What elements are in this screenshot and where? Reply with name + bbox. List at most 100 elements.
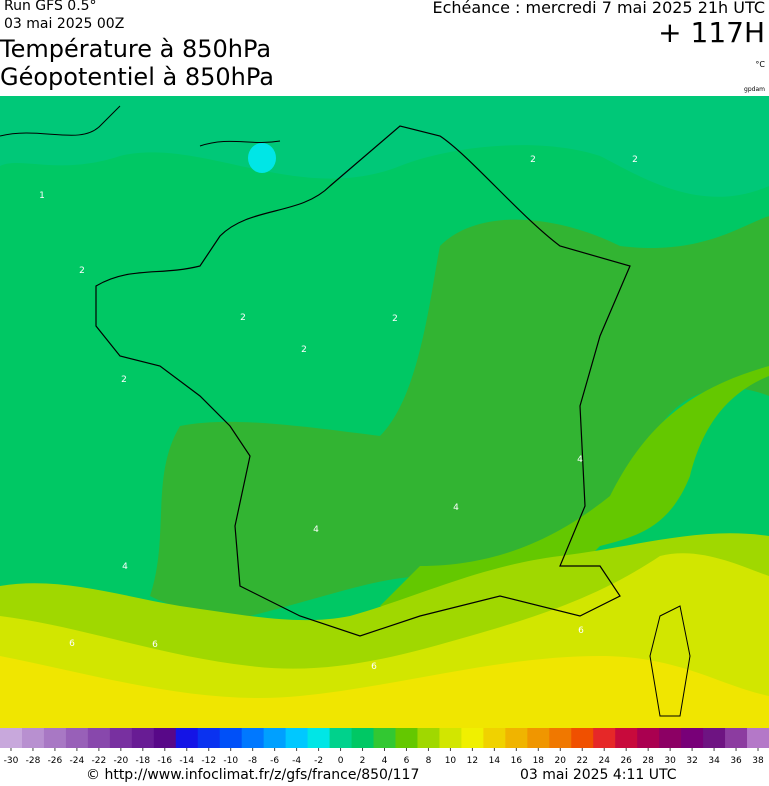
contour-label: 2 (121, 375, 127, 385)
scale-cell (153, 728, 177, 748)
unit: °C (755, 60, 765, 69)
issue-date: 03 mai 2025 4:11 UTC (520, 767, 677, 783)
field (0, 96, 769, 197)
scale-cell (351, 728, 375, 748)
scale-label: 36 (730, 756, 742, 766)
scale-cell (263, 728, 287, 748)
scale-cell (395, 728, 418, 748)
scale-cell (307, 728, 331, 748)
contour-label: 4 (313, 525, 319, 535)
scale-label: 32 (686, 756, 697, 766)
scale-label: 18 (533, 756, 545, 766)
contour-label: 4 (122, 562, 128, 572)
scale-label: -16 (157, 756, 172, 766)
scale-cell (725, 728, 748, 748)
scale-cell (571, 728, 594, 748)
color-scale: -30 -28 -26 -24 -22 -20 -18 -16 -14 -12 -10 -8 -6 -4-… (0, 728, 769, 766)
contour-label: 6 (578, 626, 584, 636)
scale-label: -26 (48, 756, 63, 766)
scale-label: -18 (135, 756, 150, 766)
scale-cell (219, 728, 243, 748)
scale-cell (197, 728, 221, 748)
scale-cell (0, 728, 23, 748)
scale-label: 6 (404, 756, 410, 766)
scale-label: 10 (445, 756, 457, 766)
scale-cell (87, 728, 111, 748)
scale-label: 26 (620, 756, 632, 766)
title: Température à 850hPa (0, 35, 272, 63)
coastline (95, 125, 631, 637)
scale-label: 28 (642, 756, 654, 766)
contour-label: 4 (577, 455, 583, 465)
scale-cell (373, 728, 396, 748)
contour-label: 1 (39, 191, 45, 201)
scale-cell (483, 728, 506, 748)
scale-label: 0 (338, 756, 344, 766)
source-url[interactable]: © http://www.infoclimat.fr/z/gfs/france/… (86, 767, 420, 783)
scale-label: -8 (248, 756, 257, 766)
scale-label: 4 (382, 756, 388, 766)
scale-cell (65, 728, 89, 748)
field (150, 216, 769, 616)
contour-label: 4 (453, 503, 459, 513)
scale-label: -22 (92, 756, 107, 766)
scale-cell (703, 728, 726, 748)
scale-cell (439, 728, 462, 748)
scale-cell (505, 728, 528, 748)
scale-label: -30 (4, 756, 19, 766)
coastline (649, 605, 691, 717)
field (380, 366, 769, 611)
scale-cell (747, 728, 769, 748)
scale-label: -10 (223, 756, 238, 766)
scale-label: 14 (489, 756, 501, 766)
scale-label: 30 (664, 756, 676, 766)
scale-cell (461, 728, 484, 748)
scale-cell (109, 728, 133, 748)
contour-label: 2 (530, 155, 536, 165)
contour-label: 2 (79, 266, 85, 276)
contour-label: 6 (152, 640, 158, 650)
scale-label: -2 (314, 756, 323, 766)
scale-label: 34 (708, 756, 720, 766)
scale-label: -24 (70, 756, 85, 766)
field (248, 143, 276, 173)
scale-cell (43, 728, 67, 748)
credit: gpdam (744, 86, 765, 93)
scale-cell (131, 728, 155, 748)
contour-label: 2 (392, 314, 398, 324)
scale-label: -4 (292, 756, 301, 766)
scale-cell (285, 728, 309, 748)
scale-label: 38 (752, 756, 764, 766)
scale-label: -20 (113, 756, 128, 766)
valid-time: Echéance : mercredi 7 mai 2025 21h UTC (432, 0, 765, 17)
scale-cell (637, 728, 660, 748)
contour-label: 2 (632, 155, 638, 165)
run: Run GFS 0.5° (4, 0, 97, 14)
scale-cell (593, 728, 616, 748)
scale-label: -28 (26, 756, 41, 766)
contour-label: 6 (69, 639, 75, 649)
map: 1 2 2 2 2 2 2 2 4 4 4 4 6 6 6 6 (0, 96, 769, 728)
scale-cell (681, 728, 704, 748)
contour-label: 6 (371, 662, 377, 672)
scale-cell (549, 728, 572, 748)
scale-cell (175, 728, 199, 748)
scale-cell (21, 728, 45, 748)
scale-cell (241, 728, 265, 748)
scale-cell (659, 728, 682, 748)
lead-time: + 117H (658, 16, 765, 49)
contour-label: 2 (240, 313, 246, 323)
title: Géopotentiel à 850hPa (0, 63, 274, 91)
scale-label: 16 (511, 756, 523, 766)
scale-cell (329, 728, 353, 748)
coastline (0, 105, 281, 147)
scale-label: 20 (555, 756, 567, 766)
run-date: 03 mai 2025 00Z (4, 16, 125, 32)
scale-cell (417, 728, 440, 748)
field (0, 656, 769, 728)
scale-label: -14 (179, 756, 194, 766)
scale-label: 2 (360, 756, 366, 766)
scale-label: 8 (426, 756, 432, 766)
scale-label: 22 (577, 756, 588, 766)
